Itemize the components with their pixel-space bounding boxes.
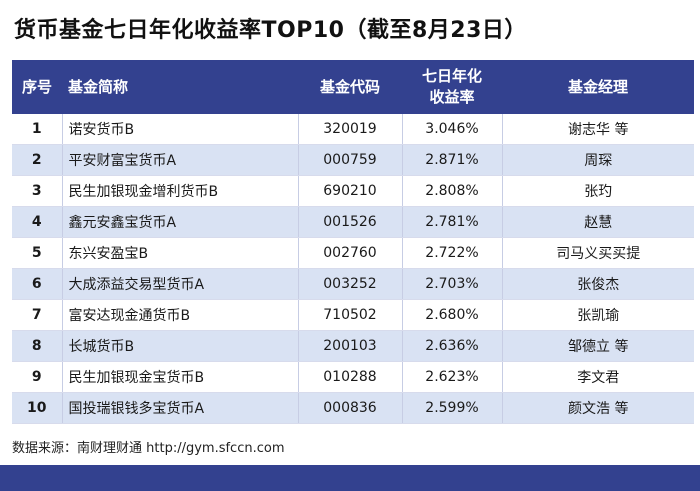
table-row: 5 东兴安盈宝B 002760 2.722% 司马义买买提 (12, 237, 694, 269)
cell-rank: 3 (12, 175, 63, 207)
header-fund-code: 基金代码 (298, 60, 402, 114)
chart-title: 货币基金七日年化收益率TOP10（截至8月23日） (14, 18, 527, 43)
table-row: 8 长城货币B 200103 2.636% 邹德立 等 (12, 330, 694, 362)
cell-fund-name: 民生加银现金宝货币B (62, 361, 299, 393)
cell-seven-day-yield: 2.599% (402, 392, 503, 424)
table-row: 1 诺安货币B 320019 3.046% 谢志华 等 (12, 114, 694, 145)
cell-fund-code: 710502 (298, 299, 403, 331)
header-fund-name: 基金简称 (62, 60, 298, 114)
cell-fund-code: 003252 (298, 268, 403, 300)
table-row: 3 民生加银现金增利货币B 690210 2.808% 张玓 (12, 175, 694, 207)
header-yield-line1: 七日年化 (421, 67, 482, 85)
cell-fund-name: 东兴安盈宝B (62, 237, 299, 269)
cell-fund-manager: 张俊杰 (502, 268, 694, 300)
table-row: 4 鑫元安鑫宝货币A 001526 2.781% 赵慧 (12, 206, 694, 238)
cell-fund-code: 000836 (298, 392, 403, 424)
cell-fund-code: 200103 (298, 330, 403, 362)
cell-fund-code: 690210 (298, 175, 403, 207)
cell-seven-day-yield: 2.636% (402, 330, 503, 362)
table-row: 6 大成添益交易型货币A 003252 2.703% 张俊杰 (12, 268, 694, 300)
cell-fund-name: 诺安货币B (62, 114, 299, 145)
table-row: 7 富安达现金通货币B 710502 2.680% 张凯瑜 (12, 299, 694, 331)
header-row: 序号 基金简称 基金代码 七日年化 收益率 基金经理 (12, 60, 694, 114)
cell-fund-name: 鑫元安鑫宝货币A (62, 206, 299, 238)
cell-seven-day-yield: 2.722% (402, 237, 503, 269)
cell-rank: 10 (12, 392, 63, 424)
cell-fund-name: 国投瑞银钱多宝货币A (62, 392, 299, 424)
cell-fund-manager: 周琛 (502, 144, 694, 176)
data-source-note: 数据来源：南财理财通 http://gym.sfccn.com (12, 441, 285, 456)
cell-fund-manager: 张玓 (502, 175, 694, 207)
cell-fund-code: 001526 (298, 206, 403, 238)
cell-fund-code: 002760 (298, 237, 403, 269)
cell-seven-day-yield: 3.046% (402, 114, 503, 145)
cell-fund-manager: 邹德立 等 (502, 330, 694, 362)
cell-fund-name: 民生加银现金增利货币B (62, 175, 299, 207)
table-row: 9 民生加银现金宝货币B 010288 2.623% 李文君 (12, 361, 694, 393)
cell-seven-day-yield: 2.808% (402, 175, 503, 207)
cell-fund-name: 长城货币B (62, 330, 299, 362)
cell-rank: 2 (12, 144, 63, 176)
cell-fund-manager: 颜文浩 等 (502, 392, 694, 424)
bottom-banner (0, 465, 700, 491)
cell-fund-code: 000759 (298, 144, 403, 176)
cell-seven-day-yield: 2.703% (402, 268, 503, 300)
table-row: 10 国投瑞银钱多宝货币A 000836 2.599% 颜文浩 等 (12, 392, 694, 424)
cell-fund-manager: 李文君 (502, 361, 694, 393)
header-yield-line2: 收益率 (429, 88, 475, 106)
cell-fund-name: 富安达现金通货币B (62, 299, 299, 331)
table-body: 1 诺安货币B 320019 3.046% 谢志华 等 2 平安财富宝货币A 000759 2.… (12, 114, 694, 424)
cell-rank: 5 (12, 237, 63, 269)
fund-table-container: 序号 基金简称 基金代码 七日年化 收益率 基金经理 1 诺安货币B 320019 3… (12, 60, 694, 424)
cell-rank: 8 (12, 330, 63, 362)
header-rank: 序号 (12, 60, 62, 114)
cell-seven-day-yield: 2.871% (402, 144, 503, 176)
fund-ranking-table: 序号 基金简称 基金代码 七日年化 收益率 基金经理 1 诺安货币B 320019 3… (12, 60, 694, 424)
cell-fund-manager: 谢志华 等 (502, 114, 694, 145)
cell-fund-code: 010288 (298, 361, 403, 393)
cell-rank: 9 (12, 361, 63, 393)
header-fund-manager: 基金经理 (502, 60, 694, 114)
cell-rank: 1 (12, 114, 63, 145)
cell-rank: 4 (12, 206, 63, 238)
cell-fund-manager: 赵慧 (502, 206, 694, 238)
cell-fund-name: 平安财富宝货币A (62, 144, 299, 176)
cell-fund-manager: 司马义买买提 (502, 237, 694, 269)
cell-seven-day-yield: 2.781% (402, 206, 503, 238)
cell-fund-code: 320019 (298, 114, 403, 145)
cell-fund-name: 大成添益交易型货币A (62, 268, 299, 300)
table-row: 2 平安财富宝货币A 000759 2.871% 周琛 (12, 144, 694, 176)
table-header: 序号 基金简称 基金代码 七日年化 收益率 基金经理 (12, 60, 694, 114)
cell-seven-day-yield: 2.680% (402, 299, 503, 331)
header-seven-day-yield: 七日年化 收益率 (402, 60, 502, 114)
cell-seven-day-yield: 2.623% (402, 361, 503, 393)
cell-rank: 7 (12, 299, 63, 331)
cell-rank: 6 (12, 268, 63, 300)
cell-fund-manager: 张凯瑜 (502, 299, 694, 331)
